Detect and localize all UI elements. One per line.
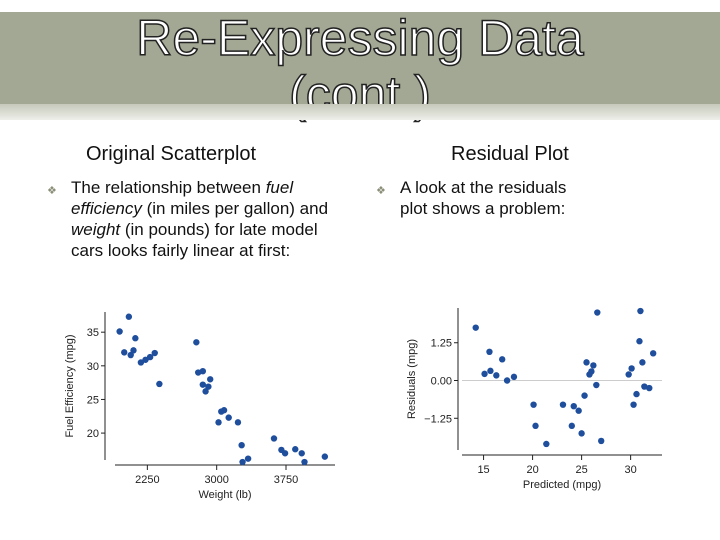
x-tick-label: 3750	[274, 474, 298, 486]
data-point	[578, 430, 585, 437]
data-point	[146, 353, 154, 361]
data-point	[244, 455, 252, 462]
right-bullet-text: A look at the residuals plot shows a pro…	[400, 178, 567, 218]
data-point	[125, 313, 133, 320]
decorative-bullet-icon: ❖	[376, 185, 386, 197]
data-point	[633, 390, 640, 398]
data-point	[590, 362, 597, 369]
data-point	[130, 347, 137, 354]
data-point	[543, 440, 550, 448]
data-point	[641, 383, 648, 390]
data-point	[498, 356, 506, 363]
y-tick-label: 25	[87, 394, 99, 406]
data-point	[234, 419, 242, 426]
data-point	[646, 384, 653, 392]
bullet-emphasis-fuel-efficiency: fuel efficiency	[71, 178, 294, 218]
x-axis-label: Weight (lb)	[199, 489, 252, 501]
data-point	[588, 368, 595, 375]
data-point	[594, 309, 601, 316]
data-point	[142, 356, 149, 363]
y-tick-label: 0.00	[431, 376, 452, 388]
data-point	[292, 446, 299, 453]
data-point	[215, 419, 222, 426]
data-point	[583, 359, 590, 366]
data-point	[238, 442, 245, 449]
x-tick-label: 3000	[204, 474, 228, 486]
y-tick-label: 30	[87, 361, 99, 373]
y-axis-label: Fuel Efficiency (mpg)	[64, 334, 76, 437]
y-tick-label: 35	[87, 327, 99, 339]
data-point	[298, 450, 305, 457]
data-point	[581, 392, 588, 399]
decorative-bullet-icon: ❖	[47, 185, 57, 197]
data-point	[121, 349, 128, 356]
x-tick-label: 25	[575, 464, 587, 476]
data-point	[637, 307, 644, 315]
y-axis-label: Residuals (mpg)	[406, 339, 418, 419]
left-column-heading: Original Scatterplot	[86, 143, 257, 165]
data-point	[625, 371, 632, 378]
data-point	[321, 453, 329, 460]
data-point	[239, 458, 246, 466]
data-point	[137, 359, 145, 366]
x-tick-label: 2250	[135, 474, 159, 486]
data-point	[575, 407, 582, 414]
data-point	[487, 367, 494, 375]
data-point	[559, 401, 567, 408]
data-point	[220, 407, 228, 414]
slide-title: Re-Expressing Data (cont.)	[136, 9, 585, 123]
title-divider	[0, 104, 720, 120]
data-point	[116, 328, 123, 335]
bullet-text-part: The relationship between	[71, 178, 266, 197]
x-tick-label: 15	[477, 464, 489, 476]
data-point	[193, 339, 200, 346]
data-point	[225, 414, 232, 421]
y-tick-label: −1.25	[424, 413, 452, 425]
data-point	[202, 388, 209, 395]
data-point	[510, 373, 518, 381]
title-band: Re-Expressing Data (cont.)	[0, 9, 720, 123]
left-bullet-text: The relationship between fuel efficiency…	[71, 177, 351, 261]
bullet-text-part: (in pounds) for late model cars looks fa…	[71, 220, 318, 260]
data-point	[630, 401, 637, 408]
data-point	[598, 437, 605, 445]
data-point	[593, 381, 600, 389]
x-tick-label: 30	[625, 464, 637, 476]
data-point	[207, 376, 214, 383]
data-point	[199, 368, 207, 375]
data-point	[481, 370, 488, 378]
data-point	[281, 450, 289, 457]
original-scatterplot: 20 25 30 35 2250 3000 3750 Weight (lb) Fuel Effi…	[64, 312, 335, 501]
x-axis-label: Predicted (mpg)	[523, 479, 601, 491]
data-point	[493, 372, 500, 379]
data-point	[636, 338, 643, 345]
data-point	[639, 359, 646, 366]
residual-plot: 1.25 0.00 −1.25 15 20 25 30 Predicted (mpg) Resi…	[406, 307, 662, 491]
data-point	[205, 383, 212, 390]
data-point	[570, 402, 577, 410]
bullet-emphasis-weight: weight	[71, 220, 121, 239]
data-point	[649, 350, 657, 357]
data-point	[568, 422, 576, 430]
data-point	[532, 422, 539, 430]
right-column-heading: Residual Plot	[451, 143, 569, 165]
y-tick-label: 20	[87, 428, 99, 440]
data-point	[132, 335, 139, 342]
data-point	[472, 324, 479, 331]
data-point	[530, 401, 537, 408]
data-point	[628, 365, 635, 372]
data-point	[151, 349, 158, 357]
data-point	[301, 458, 308, 466]
x-tick-label: 20	[526, 464, 538, 476]
data-point	[199, 381, 207, 388]
data-point	[270, 435, 278, 442]
data-point	[503, 377, 511, 384]
bullet-text-part: (in miles per gallon) and	[141, 199, 329, 218]
data-point	[156, 380, 163, 388]
data-point	[127, 351, 134, 359]
data-point	[486, 348, 493, 356]
y-tick-label: 1.25	[431, 338, 452, 350]
